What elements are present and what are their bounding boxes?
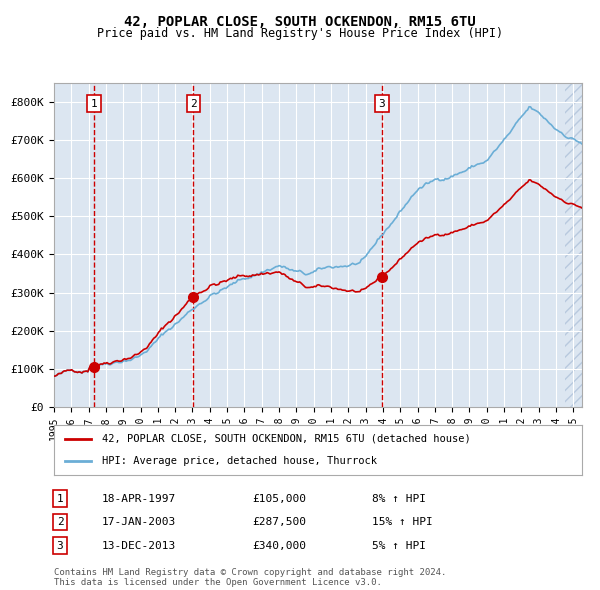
Text: 8% ↑ HPI: 8% ↑ HPI bbox=[372, 494, 426, 503]
Text: 3: 3 bbox=[379, 99, 385, 109]
Text: Price paid vs. HM Land Registry's House Price Index (HPI): Price paid vs. HM Land Registry's House … bbox=[97, 27, 503, 40]
Text: £105,000: £105,000 bbox=[252, 494, 306, 503]
Text: 5% ↑ HPI: 5% ↑ HPI bbox=[372, 541, 426, 550]
Text: £340,000: £340,000 bbox=[252, 541, 306, 550]
Text: 2: 2 bbox=[56, 517, 64, 527]
Text: 3: 3 bbox=[56, 541, 64, 550]
Text: 17-JAN-2003: 17-JAN-2003 bbox=[102, 517, 176, 527]
Text: HPI: Average price, detached house, Thurrock: HPI: Average price, detached house, Thur… bbox=[101, 456, 377, 466]
Text: 42, POPLAR CLOSE, SOUTH OCKENDON, RM15 6TU (detached house): 42, POPLAR CLOSE, SOUTH OCKENDON, RM15 6… bbox=[101, 434, 470, 444]
Text: 42, POPLAR CLOSE, SOUTH OCKENDON, RM15 6TU: 42, POPLAR CLOSE, SOUTH OCKENDON, RM15 6… bbox=[124, 15, 476, 29]
Text: 15% ↑ HPI: 15% ↑ HPI bbox=[372, 517, 433, 527]
Text: £287,500: £287,500 bbox=[252, 517, 306, 527]
Text: Contains HM Land Registry data © Crown copyright and database right 2024.
This d: Contains HM Land Registry data © Crown c… bbox=[54, 568, 446, 587]
Text: 2: 2 bbox=[190, 99, 197, 109]
Text: 1: 1 bbox=[56, 494, 64, 503]
Text: 1: 1 bbox=[91, 99, 97, 109]
Text: 18-APR-1997: 18-APR-1997 bbox=[102, 494, 176, 503]
Text: 13-DEC-2013: 13-DEC-2013 bbox=[102, 541, 176, 550]
